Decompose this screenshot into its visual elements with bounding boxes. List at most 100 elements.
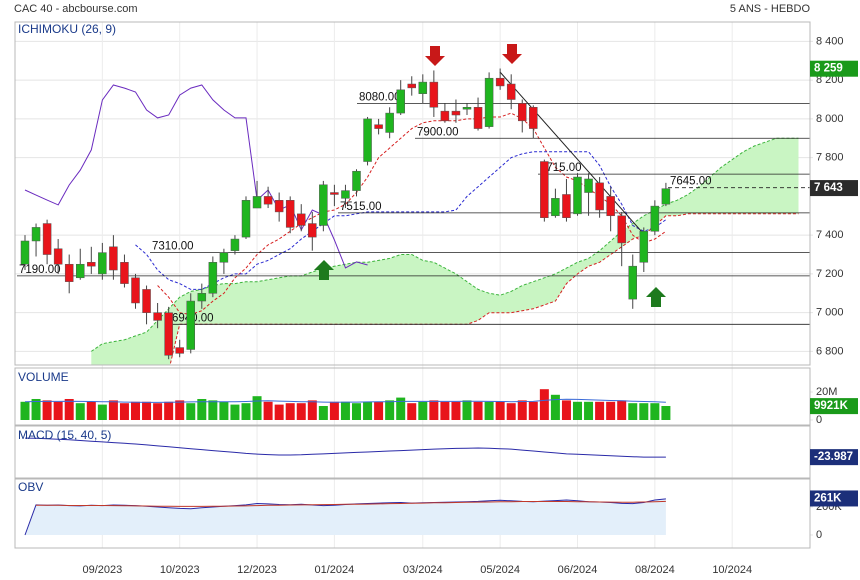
volume-bar [661,405,671,420]
volume-bar [385,400,395,420]
candle-body [186,300,195,350]
x-tick-label: 10/2024 [712,564,752,576]
volume-bar [451,401,461,420]
level-label: 8080.00 [359,91,401,103]
volume-bar [418,401,428,420]
y-tick-label: 8 400 [816,35,844,47]
volume-bar [164,401,174,420]
panel-title: MACD (15, 40, 5) [18,428,111,442]
level-label: 7715.00 [540,162,582,174]
volume-bar [42,400,52,420]
candle-body [374,124,383,129]
marks-layer [20,68,671,536]
volume-bar [263,401,273,420]
volume-bar [131,401,140,420]
x-tick-label: 09/2023 [82,564,122,576]
trend-line [499,71,643,233]
volume-bar [606,401,616,420]
price-badge [810,490,858,507]
candle-body [153,312,162,321]
candle-body [418,81,428,94]
candle-body [385,112,394,133]
volume-bar [595,401,605,420]
volume-bar [97,404,107,420]
header-period: 5 ANS - HEBDO [730,3,811,15]
candle-body [142,289,151,313]
price-badge-label: 261K [814,492,842,504]
volume-bar [484,401,494,420]
candle-body [584,178,593,193]
x-tick-label: 08/2024 [635,564,675,576]
level-label: 7900.00 [417,126,459,138]
volume-bar [396,397,406,420]
candle-body [252,196,262,209]
price-badge [810,180,858,197]
candle-body [109,246,118,271]
volume-bar [20,401,30,420]
level-label: 7310.00 [152,241,194,253]
panel-title: VOLUME [18,370,69,384]
price-badge-label: 7 643 [814,182,843,194]
candle-body [175,347,184,354]
candle-body [208,262,218,294]
x-tick-label: 12/2023 [237,564,277,576]
volume-bar [473,401,483,420]
volume-bar [628,403,638,420]
volume-bar [208,400,218,420]
candle-body [595,182,604,211]
x-tick-label: 01/2024 [315,564,355,576]
candle-body [650,205,660,232]
y-tick-label: 7 000 [816,307,844,319]
volume-average [24,398,666,403]
volume-bar [31,398,41,420]
volume-bar [296,403,306,420]
volume-bar [53,401,63,420]
panel-title: OBV [18,480,43,494]
candle-body [263,196,273,205]
candle-body [87,262,96,267]
candle-body [98,252,107,275]
level-label: 7190.00 [19,264,61,276]
candle-body [429,81,439,108]
y-tick-label: 0 [816,414,822,426]
candle-body [20,240,30,265]
volume-bar [352,403,361,420]
y-tick-label: 7 400 [816,229,844,241]
price-badge [810,398,858,415]
volume-bar [506,403,516,420]
volume-bar [407,403,417,420]
y-tick-label: 7 800 [816,152,844,164]
volume-bar [584,401,594,420]
volume-bar [108,400,118,420]
candle-body [573,176,582,215]
sell-arrow [502,44,522,64]
volume-bar [142,401,152,420]
candle-body [440,110,450,122]
candle-body [451,110,461,116]
volume-bar [462,400,472,420]
volume-bar [528,401,538,420]
volume-bar [274,404,284,420]
volume-bar [561,400,571,420]
line-area [25,498,666,535]
indicator-line [36,500,666,507]
volume-bar [86,401,96,420]
volume-bar [539,389,549,420]
price-badge [810,449,858,466]
volume-bar [119,403,129,420]
volume-bar [340,401,350,420]
candle-body [285,200,295,228]
volume-bar [197,398,207,420]
candle-body [363,118,372,162]
volume-bar [650,403,660,420]
indicator-line [24,437,666,458]
y-tick-label: 0 [816,529,822,541]
volume-bar [153,403,163,420]
candle-body [606,196,615,217]
candle-body [540,161,549,218]
volume-bar [429,400,439,420]
panel-frame [14,478,811,549]
volume-bar [374,401,384,420]
candle-body [31,227,41,242]
candle-body [241,200,251,238]
